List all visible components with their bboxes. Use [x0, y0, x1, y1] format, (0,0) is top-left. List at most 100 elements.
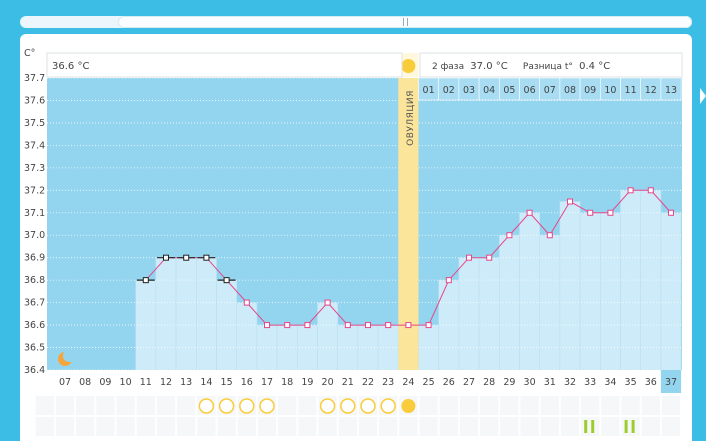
x-tick-label-27[interactable]: 27	[463, 377, 475, 388]
marker-cell[interactable]	[55, 417, 75, 436]
temp-point-34[interactable]	[607, 209, 614, 216]
temp-point-26[interactable]	[445, 277, 452, 284]
marker-cell[interactable]	[136, 396, 155, 415]
temp-point-29[interactable]	[506, 232, 513, 239]
x-tick-label-11[interactable]: 11	[140, 377, 152, 388]
x-tick-label-22[interactable]: 22	[362, 377, 374, 388]
marker-cell[interactable]	[257, 417, 277, 436]
marker-cell[interactable]	[641, 417, 660, 436]
marker-cell[interactable]	[35, 417, 54, 436]
x-tick-label-19[interactable]: 19	[301, 377, 313, 388]
temp-point-30[interactable]	[526, 209, 533, 216]
temp-point-27[interactable]	[466, 254, 472, 261]
marker-cell[interactable]	[379, 417, 398, 436]
scroll-grip-icon[interactable]	[403, 18, 408, 26]
x-tick-label-26[interactable]: 26	[443, 377, 455, 388]
temp-point-11[interactable]	[142, 277, 149, 284]
x-tick-label-30[interactable]: 30	[524, 377, 536, 388]
pill-icon[interactable]	[631, 420, 635, 433]
temp-point-25[interactable]	[425, 322, 432, 329]
marker-cell[interactable]	[520, 396, 539, 415]
x-tick-label-20[interactable]: 20	[322, 377, 334, 388]
x-tick-label-24[interactable]: 24	[402, 377, 414, 388]
marker-cell[interactable]	[116, 417, 135, 436]
marker-cell[interactable]	[96, 417, 115, 436]
marker-cell[interactable]	[278, 396, 297, 415]
temp-point-21[interactable]	[344, 322, 351, 329]
empty-circle-icon[interactable]	[259, 398, 275, 414]
x-tick-label-10[interactable]: 10	[120, 377, 132, 388]
x-tick-label-37[interactable]: 37	[665, 377, 677, 388]
marker-cell[interactable]	[116, 396, 135, 415]
marker-cell[interactable]	[560, 417, 580, 436]
marker-cell[interactable]	[298, 417, 317, 436]
x-tick-label-29[interactable]: 29	[503, 377, 515, 388]
marker-cell[interactable]	[540, 417, 559, 436]
marker-cell[interactable]	[177, 396, 196, 415]
marker-cell[interactable]	[480, 396, 499, 415]
empty-circle-icon[interactable]	[360, 398, 376, 414]
pill-icon[interactable]	[591, 420, 595, 433]
marker-cell[interactable]	[318, 417, 337, 436]
empty-circle-icon[interactable]	[319, 398, 336, 414]
marker-cell[interactable]	[35, 396, 54, 415]
empty-circle-icon[interactable]	[239, 398, 255, 414]
temp-point-37[interactable]	[668, 209, 674, 216]
marker-cell[interactable]	[621, 417, 640, 436]
temp-point-19[interactable]	[304, 322, 311, 329]
x-tick-label-16[interactable]: 16	[241, 377, 253, 388]
right-arrow-tab-icon[interactable]	[700, 88, 706, 104]
temp-point-23[interactable]	[385, 322, 392, 329]
marker-cell[interactable]	[136, 417, 155, 436]
marker-cell[interactable]	[237, 417, 256, 436]
empty-circle-icon[interactable]	[380, 398, 396, 414]
temp-point-18[interactable]	[284, 322, 291, 329]
marker-cell[interactable]	[96, 396, 115, 415]
temp-point-13[interactable]	[183, 254, 190, 261]
marker-cell[interactable]	[601, 396, 620, 415]
x-tick-label-34[interactable]: 34	[604, 377, 616, 388]
x-tick-label-21[interactable]: 21	[342, 377, 354, 388]
marker-cell[interactable]	[581, 396, 600, 415]
temp-point-15[interactable]	[223, 277, 230, 284]
pill-icon[interactable]	[584, 420, 588, 433]
marker-cell[interactable]	[621, 396, 640, 415]
marker-cell[interactable]	[399, 417, 418, 436]
pill-icon[interactable]	[624, 420, 628, 433]
marker-cell[interactable]	[601, 417, 620, 436]
marker-cell[interactable]	[177, 417, 196, 436]
temp-point-31[interactable]	[546, 232, 553, 239]
x-tick-label-23[interactable]: 23	[382, 377, 394, 388]
marker-cell[interactable]	[419, 396, 438, 415]
marker-cell[interactable]	[55, 396, 75, 415]
x-tick-label-12[interactable]: 12	[160, 377, 172, 388]
marker-cell[interactable]	[419, 417, 438, 436]
x-tick-label-07[interactable]: 07	[59, 377, 71, 388]
marker-cell[interactable]	[661, 417, 681, 436]
x-tick-label-08[interactable]: 08	[79, 377, 91, 388]
marker-cell[interactable]	[439, 417, 458, 436]
temp-point-32[interactable]	[567, 198, 573, 205]
temp-point-22[interactable]	[365, 322, 371, 329]
temp-point-36[interactable]	[647, 187, 654, 194]
marker-cell[interactable]	[581, 417, 600, 436]
marker-cell[interactable]	[560, 396, 580, 415]
temp-point-17[interactable]	[264, 322, 270, 329]
marker-cell[interactable]	[156, 396, 176, 415]
marker-cell[interactable]	[480, 417, 499, 436]
sun-circle-icon[interactable]	[401, 399, 416, 413]
marker-cell[interactable]	[278, 417, 297, 436]
marker-cell[interactable]	[500, 396, 519, 415]
marker-cell[interactable]	[540, 396, 559, 415]
marker-cell[interactable]	[76, 396, 95, 415]
temp-point-16[interactable]	[243, 299, 250, 306]
marker-cell[interactable]	[520, 417, 539, 436]
temp-point-14[interactable]	[203, 254, 210, 261]
x-tick-label-35[interactable]: 35	[625, 377, 637, 388]
temp-point-20[interactable]	[324, 299, 331, 306]
x-tick-label-33[interactable]: 33	[584, 377, 596, 388]
x-tick-label-13[interactable]: 13	[180, 377, 192, 388]
temp-point-12[interactable]	[163, 254, 169, 261]
x-tick-label-17[interactable]: 17	[261, 377, 273, 388]
marker-cell[interactable]	[459, 396, 479, 415]
